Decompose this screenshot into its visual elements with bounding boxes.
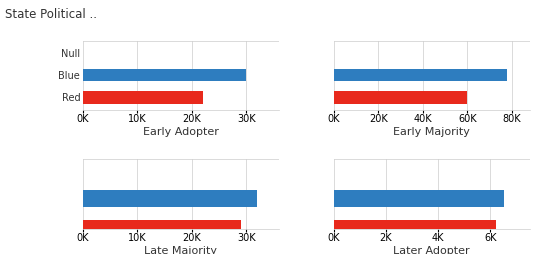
Bar: [334, 91, 467, 104]
Bar: [83, 190, 257, 207]
X-axis label: Later Adopter: Later Adopter: [393, 246, 470, 254]
X-axis label: Early Adopter: Early Adopter: [143, 127, 219, 137]
X-axis label: Early Majority: Early Majority: [393, 127, 470, 137]
Bar: [83, 69, 246, 81]
X-axis label: Late Majority: Late Majority: [144, 246, 217, 254]
Bar: [334, 69, 507, 81]
Bar: [334, 220, 496, 237]
Bar: [334, 190, 503, 207]
Bar: [83, 91, 203, 104]
Bar: [83, 220, 241, 237]
Text: State Political ..: State Political ..: [5, 8, 97, 21]
